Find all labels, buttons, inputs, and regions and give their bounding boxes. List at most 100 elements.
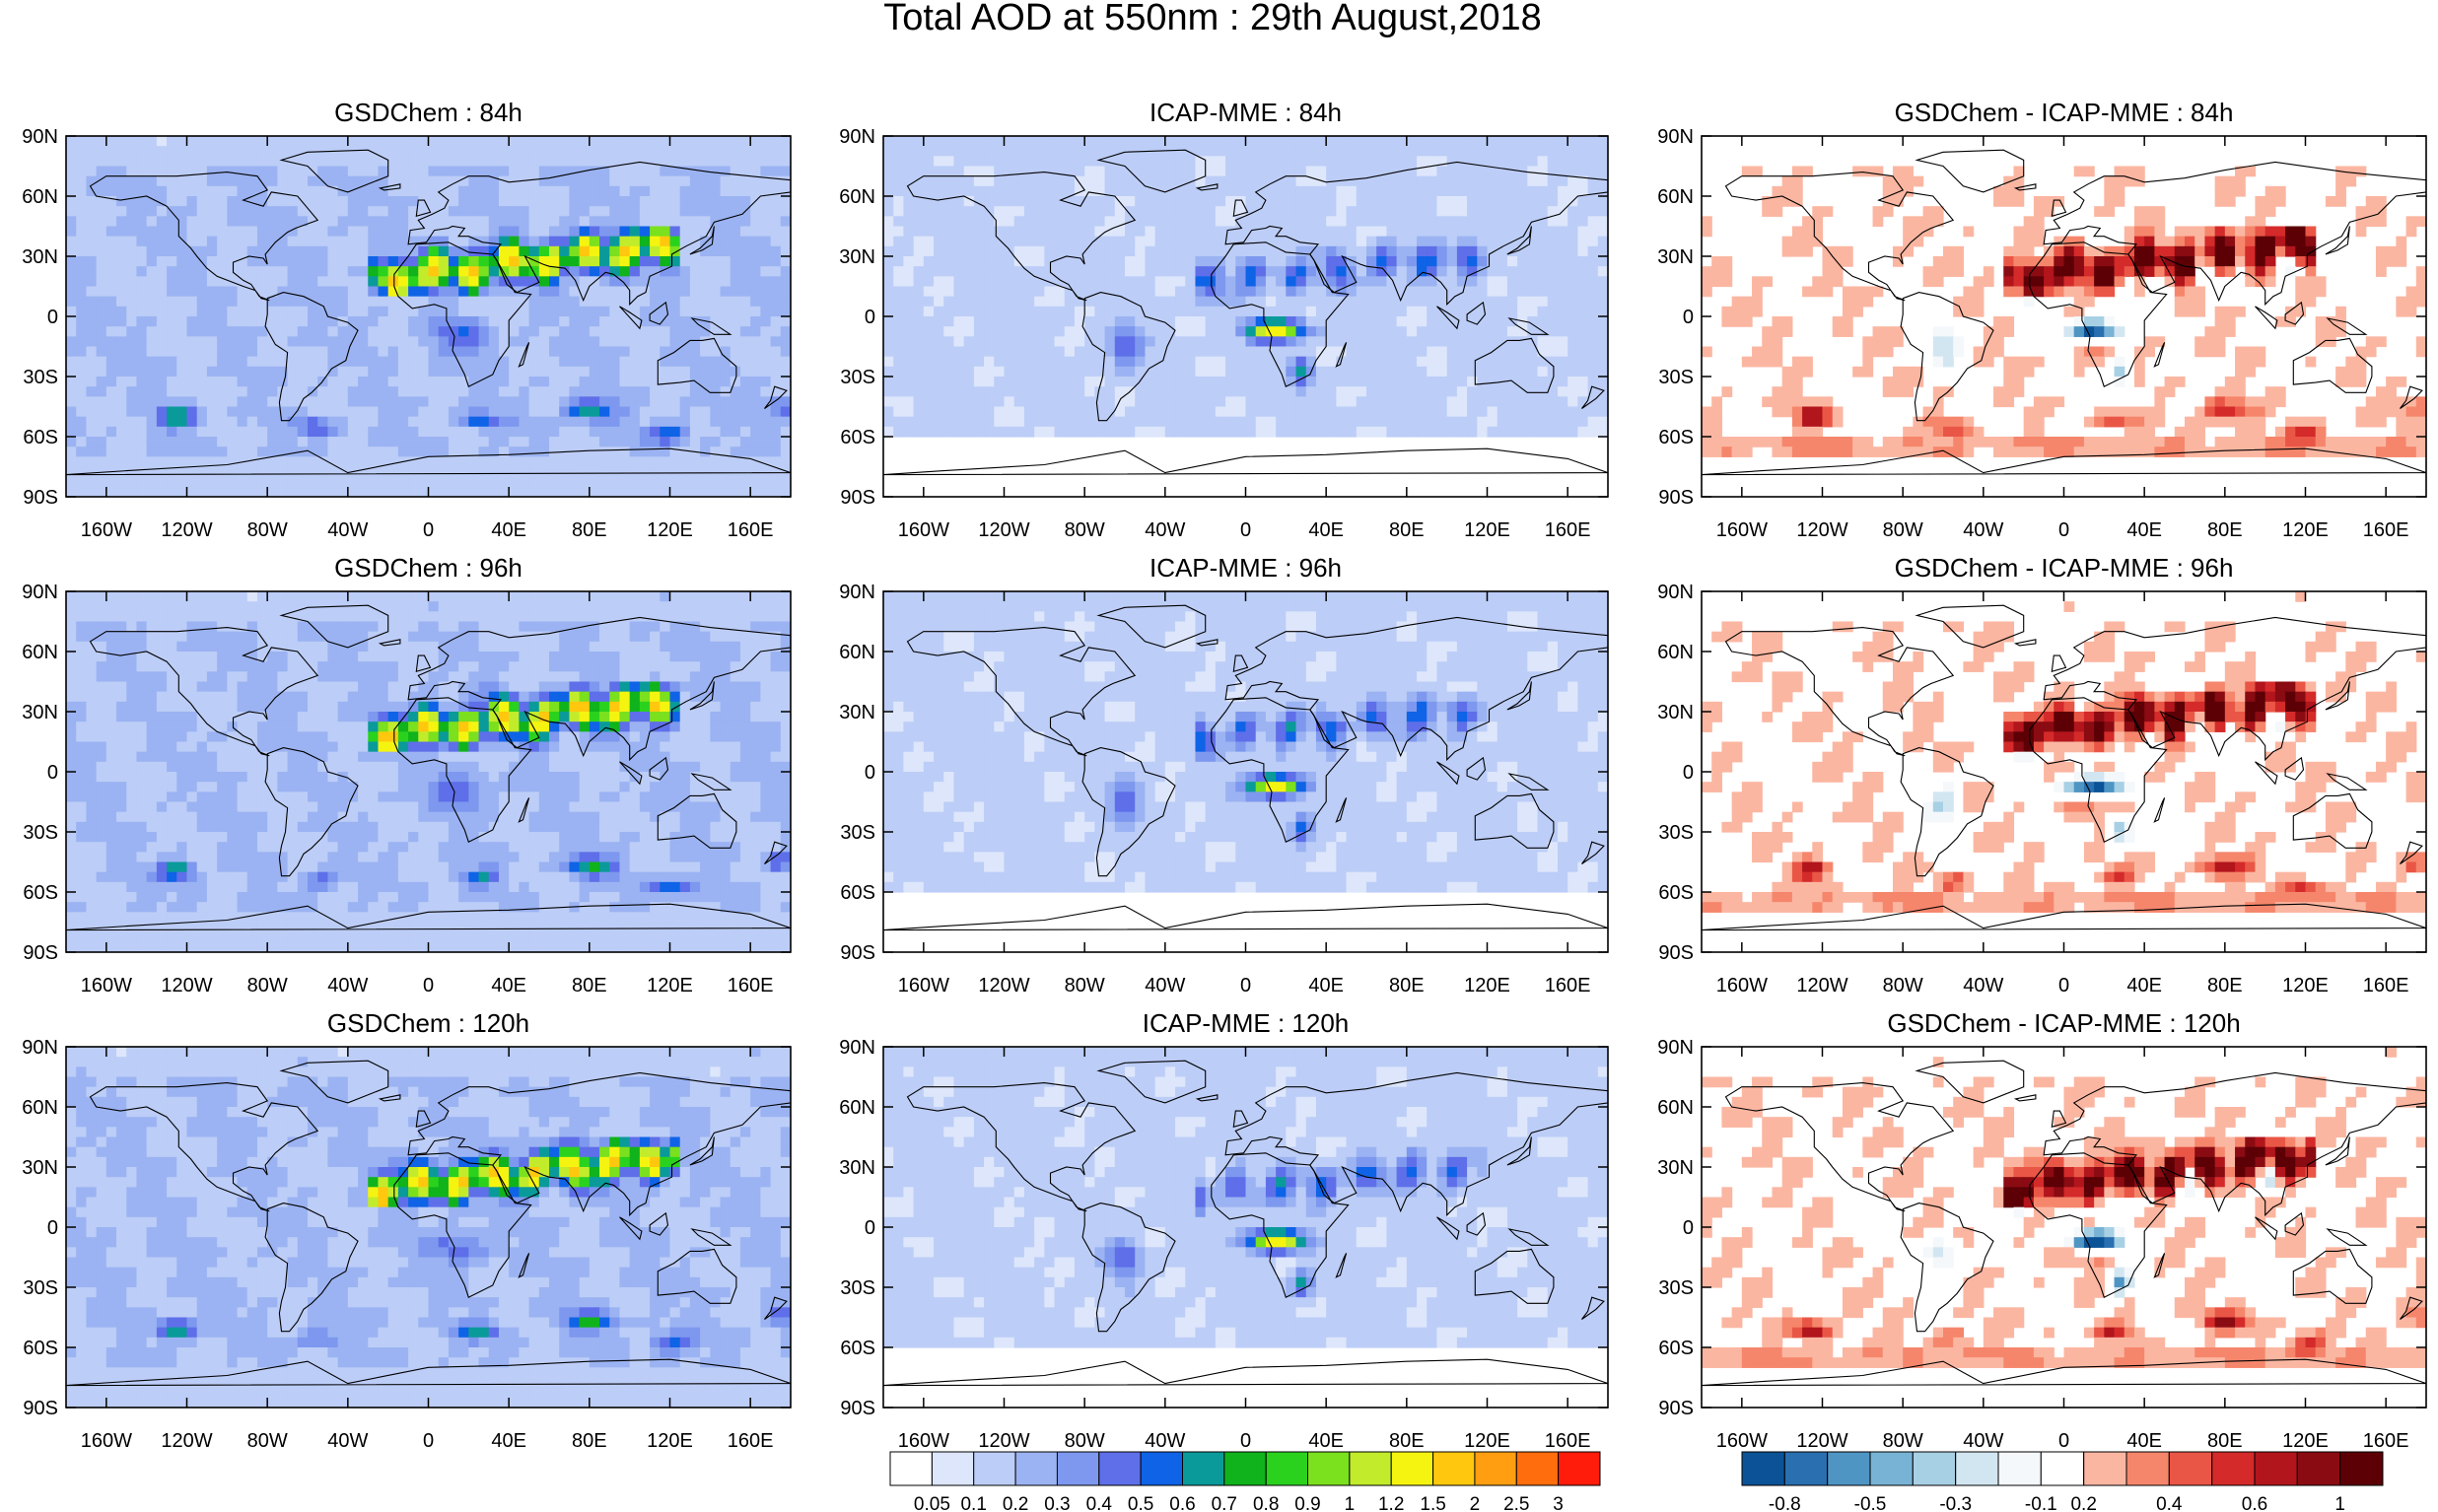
lat-tick-label: 60N: [839, 1097, 875, 1119]
colorbar-label: -0.5: [1854, 1494, 1887, 1512]
colorbar-label: 0.9: [1294, 1494, 1320, 1512]
panel-title: ICAP-MME : 96h: [1149, 553, 1342, 583]
colorbar-label: 0.5: [1128, 1494, 1153, 1512]
lon-tick-label: 40W: [1145, 975, 1185, 997]
lat-tick-label: 60S: [23, 882, 58, 904]
lon-tick-label: 40E: [491, 1430, 526, 1452]
colorbar-swatch: [1997, 1451, 2042, 1486]
lat-tick-label: 0: [1683, 1217, 1694, 1239]
panels-grid: GSDChem : 84h 90N 60N 30N 0 30S 60S 90S 160W 120W…: [22, 98, 2427, 1452]
lat-tick-label: 30S: [840, 822, 875, 844]
lat-tick-label: 30N: [22, 702, 58, 723]
colorbar-swatch: [1558, 1451, 1601, 1486]
lon-tick-label: 120E: [647, 1430, 693, 1452]
lon-tick-label: 120W: [978, 975, 1029, 997]
lon-tick-label: 80E: [2207, 975, 2243, 997]
colorbar-label: 0.2: [2070, 1494, 2096, 1512]
lat-tick-label: 30N: [839, 246, 875, 268]
lat-tick-label: 60S: [840, 882, 875, 904]
colorbar-swatch: [1432, 1451, 1476, 1486]
lon-tick-label: 0: [423, 975, 434, 997]
lat-tick-label: 90S: [23, 1398, 58, 1419]
lon-tick-label: 120W: [161, 975, 212, 997]
panel-title: GSDChem - ICAP-MME : 84h: [1895, 98, 2234, 127]
lon-tick-label: 0: [1240, 975, 1251, 997]
aod-field: [66, 1047, 791, 1408]
lon-tick-label: 120E: [1464, 975, 1510, 997]
lat-tick-label: 90S: [840, 487, 875, 509]
lat-tick-label: 0: [1683, 307, 1694, 328]
colorbar-swatch: [1741, 1451, 1785, 1486]
lon-tick-label: 80W: [247, 975, 288, 997]
panel-title: GSDChem - ICAP-MME : 120h: [1887, 1008, 2240, 1038]
lat-tick-label: 30S: [23, 1277, 58, 1299]
lat-tick-label: 30N: [1657, 246, 1694, 268]
lon-tick-label: 40E: [2126, 975, 2162, 997]
coastlines: [1702, 1060, 2426, 1387]
lon-tick-label: 80E: [1389, 1430, 1425, 1452]
lon-tick-label: 160E: [728, 1430, 774, 1452]
colorbar-label: 1: [1345, 1494, 1356, 1512]
lon-tick-label: 80W: [1065, 1430, 1105, 1452]
map-panel-5: ICAP-MME : 96h 90N 60N 30N 0 30S 60S 90S 160W 120…: [839, 553, 1609, 997]
map-panel-2: ICAP-MME : 84h 90N 60N 30N 0 30S 60S 90S 160W 120…: [839, 98, 1609, 541]
lon-tick-label: 80W: [247, 519, 288, 541]
lon-tick-label: 40E: [1308, 1430, 1344, 1452]
lat-tick-label: 90N: [22, 126, 58, 148]
lat-tick-label: 30S: [1658, 367, 1694, 388]
lat-tick-label: 30S: [840, 367, 875, 388]
lat-tick-label: 0: [1683, 762, 1694, 784]
colorbar-swatch: [2339, 1451, 2384, 1486]
lon-tick-label: 40W: [1963, 519, 2003, 541]
colorbar-label: 2: [1470, 1494, 1481, 1512]
aod-field: [66, 136, 791, 497]
lon-tick-label: 120W: [161, 519, 212, 541]
lon-tick-label: 40E: [491, 975, 526, 997]
aod-field: [883, 591, 1608, 952]
lon-tick-label: 80W: [1883, 975, 1923, 997]
lon-tick-label: 40E: [1308, 519, 1344, 541]
colorbar-swatch: [2254, 1451, 2298, 1486]
lon-tick-label: 120W: [1796, 519, 1847, 541]
lat-tick-label: 60S: [1658, 427, 1694, 448]
lon-tick-label: 40W: [327, 975, 368, 997]
colorbar-label: 0.6: [2242, 1494, 2267, 1512]
panel-title: GSDChem : 120h: [327, 1008, 529, 1038]
coastlines: [883, 149, 1608, 476]
aod-field: [1702, 591, 2426, 952]
panel-title: ICAP-MME : 84h: [1149, 98, 1342, 127]
colorbar-swatch: [2211, 1451, 2256, 1486]
colorbar-swatch: [1390, 1451, 1434, 1486]
lat-tick-label: 30N: [22, 1157, 58, 1179]
aod-field: [883, 1047, 1608, 1408]
colorbar-label: 0.4: [2156, 1494, 2183, 1512]
colorbar-label: -0.1: [2025, 1494, 2057, 1512]
lat-tick-label: 60N: [22, 1097, 58, 1119]
lat-tick-label: 90S: [23, 487, 58, 509]
lon-tick-label: 40W: [1145, 1430, 1185, 1452]
lon-tick-label: 160W: [1716, 519, 1768, 541]
lon-tick-label: 120E: [2282, 1430, 2329, 1452]
panel-title: GSDChem - ICAP-MME : 96h: [1895, 553, 2234, 583]
lon-tick-label: 40E: [1308, 975, 1344, 997]
map-panel-9: GSDChem - ICAP-MME : 120h 90N 60N 30N 0 30S 60…: [1657, 1008, 2427, 1452]
colorbar-label: 1.5: [1420, 1494, 1445, 1512]
lat-tick-label: 90S: [1658, 942, 1694, 964]
colorbar-label: 0.8: [1253, 1494, 1279, 1512]
lat-tick-label: 30N: [839, 702, 875, 723]
lon-tick-label: 80E: [572, 975, 607, 997]
lat-tick-label: 90N: [22, 1037, 58, 1059]
colorbar-swatch: [1307, 1451, 1351, 1486]
lat-tick-label: 90S: [1658, 487, 1694, 509]
lat-tick-label: 30S: [1658, 822, 1694, 844]
colorbar-swatch: [1349, 1451, 1392, 1486]
colorbar-label: 0.3: [1044, 1494, 1070, 1512]
colorbar-label: 0.05: [914, 1494, 950, 1512]
lat-tick-label: 60N: [1657, 1097, 1694, 1119]
colorbar-swatch: [931, 1451, 975, 1486]
map-panel-6: GSDChem - ICAP-MME : 96h 90N 60N 30N 0 30S 60S…: [1657, 553, 2427, 997]
lon-tick-label: 80W: [1065, 519, 1105, 541]
lat-tick-label: 60S: [840, 1338, 875, 1359]
lat-tick-label: 60N: [839, 186, 875, 208]
lat-tick-label: 90S: [23, 942, 58, 964]
